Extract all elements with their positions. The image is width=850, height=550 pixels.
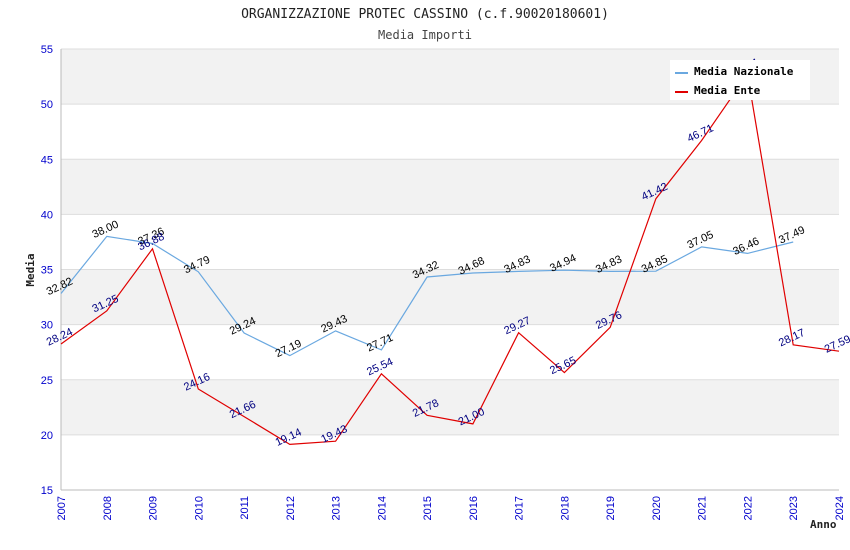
x-tick-label: 2008: [102, 496, 114, 520]
chart-subtitle: Media Importi: [378, 28, 472, 42]
x-tick-label: 2021: [697, 496, 709, 520]
x-axis-label: Anno: [810, 518, 837, 531]
y-axis-label: Media: [24, 253, 37, 286]
legend: Media Nazionale Media Ente: [670, 60, 810, 100]
plot-background: [60, 48, 839, 491]
x-tick-label: 2009: [148, 496, 160, 520]
x-axis: 2007 2008 2009 2010 2011 2012 2013 2014 2015 2016…: [56, 496, 846, 520]
x-tick-label: 2019: [605, 496, 617, 520]
y-tick-label: 45: [41, 154, 53, 166]
x-tick-label: 2022: [742, 496, 754, 520]
grid-band: [61, 104, 839, 160]
y-tick-label: 40: [41, 209, 53, 221]
series-line-media-nazionale: [60, 235, 794, 357]
y-tick-label: 50: [41, 99, 53, 111]
grid-band: [61, 159, 839, 215]
legend-label-media-ente: Media Ente: [694, 84, 761, 97]
x-tick-label: 2018: [559, 496, 571, 520]
legend-label-media-nazionale: Media Nazionale: [694, 65, 794, 78]
x-tick-label: 2020: [651, 496, 663, 520]
x-tick-label: 2012: [285, 496, 297, 520]
x-tick-label: 2016: [468, 496, 480, 520]
grid-band: [61, 214, 839, 270]
y-tick-label: 35: [41, 265, 53, 277]
grid-band: [61, 434, 839, 490]
x-tick-label: 2013: [331, 496, 343, 520]
y-axis: 15 20 25 30 35 40 45 50 55: [41, 44, 53, 497]
x-tick-label: 2007: [56, 496, 68, 520]
y-tick-label: 25: [41, 375, 53, 387]
x-tick-label: 2014: [376, 496, 388, 520]
x-tick-label: 2017: [514, 496, 526, 520]
series-lines: [60, 72, 840, 446]
legend-box: [670, 60, 810, 100]
grid-band: [61, 269, 839, 325]
chart-title: ORGANIZZAZIONE PROTEC CASSINO (c.f.90020…: [241, 7, 609, 22]
x-tick-label: 2015: [422, 496, 434, 520]
y-tick-label: 15: [41, 485, 53, 497]
series-line-media-ente: [60, 72, 840, 446]
x-tick-label: 2011: [239, 496, 251, 520]
grid-band: [61, 379, 839, 435]
y-tick-label: 30: [41, 320, 53, 332]
x-tick-label: 2023: [788, 496, 800, 520]
y-tick-label: 55: [41, 44, 53, 56]
y-tick-label: 20: [41, 430, 53, 442]
x-tick-label: 2010: [193, 496, 205, 520]
x-tick-label: 2024: [834, 496, 846, 520]
grid-band: [61, 324, 839, 380]
